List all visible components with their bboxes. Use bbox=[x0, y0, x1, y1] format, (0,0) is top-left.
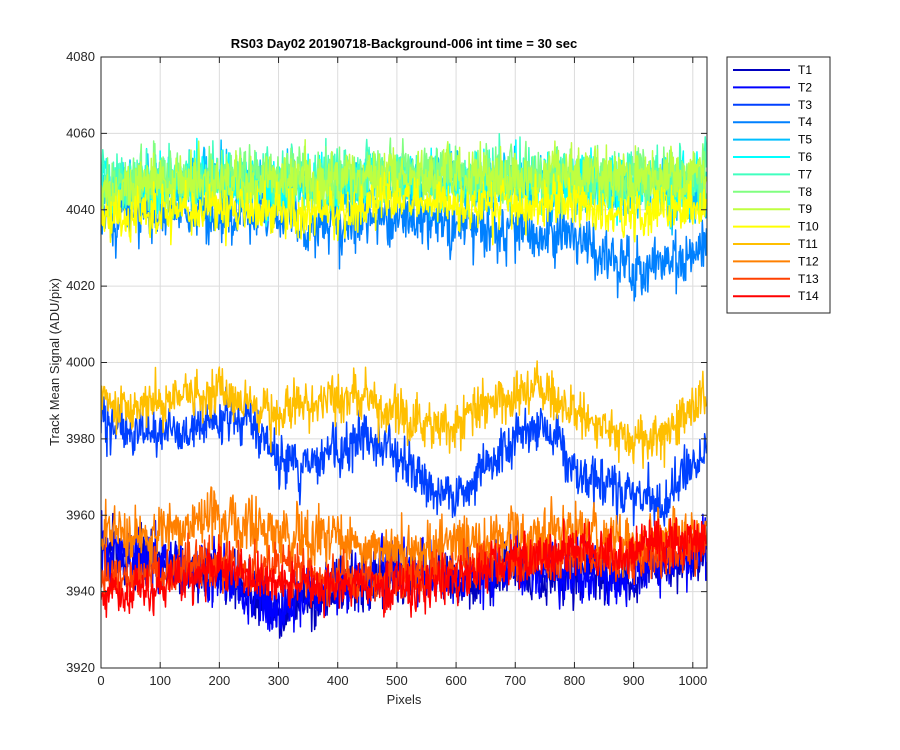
x-tick-label: 600 bbox=[445, 673, 467, 688]
legend-label-t2: T2 bbox=[798, 80, 812, 94]
legend-label-t1: T1 bbox=[798, 63, 812, 77]
series-lines bbox=[101, 132, 707, 639]
x-tick-label: 500 bbox=[386, 673, 408, 688]
chart-title: RS03 Day02 20190718-Background-006 int t… bbox=[231, 36, 578, 51]
y-tick-label: 4000 bbox=[66, 355, 95, 370]
x-tick-label: 1000 bbox=[678, 673, 707, 688]
x-tick-label: 900 bbox=[623, 673, 645, 688]
series-line-t14 bbox=[101, 517, 707, 619]
y-tick-label: 3960 bbox=[66, 507, 95, 522]
y-tick-label: 4060 bbox=[66, 125, 95, 140]
x-tick-label: 200 bbox=[209, 673, 231, 688]
x-tick-label: 300 bbox=[268, 673, 290, 688]
y-tick-label: 3920 bbox=[66, 660, 95, 675]
y-tick-label: 3980 bbox=[66, 431, 95, 446]
legend-label-t12: T12 bbox=[798, 254, 819, 268]
legend-label-t8: T8 bbox=[798, 185, 812, 199]
legend-label-t3: T3 bbox=[798, 98, 812, 112]
x-tick-label: 700 bbox=[504, 673, 526, 688]
legend: T1 T2 T3 T4 T5 T6 T7 T8 T9 T10 T11 T12 T13 T14 bbox=[726, 56, 831, 314]
legend-label-t9: T9 bbox=[798, 202, 812, 216]
x-tick-label: 100 bbox=[149, 673, 171, 688]
axis-ticks: 0 100 200 300 400 500 600 700 800 900 1000 3920 3940… bbox=[66, 49, 707, 688]
x-tick-label: 400 bbox=[327, 673, 349, 688]
y-tick-label: 4040 bbox=[66, 202, 95, 217]
series-line-t10 bbox=[101, 171, 707, 247]
legend-label-t13: T13 bbox=[798, 272, 819, 286]
x-tick-label: 0 bbox=[97, 673, 104, 688]
legend-label-t6: T6 bbox=[798, 150, 812, 164]
series-line-t3 bbox=[101, 386, 707, 527]
legend-label-t4: T4 bbox=[798, 115, 812, 129]
legend-items: T1 T2 T3 T4 T5 T6 T7 T8 T9 T10 T11 T12 T13 T14 bbox=[733, 63, 819, 303]
series-line-t9 bbox=[101, 139, 707, 223]
y-tick-label: 3940 bbox=[66, 584, 95, 599]
y-tick-label: 4020 bbox=[66, 278, 95, 293]
y-tick-label: 4080 bbox=[66, 49, 95, 64]
legend-label-t14: T14 bbox=[798, 289, 819, 303]
legend-label-t7: T7 bbox=[798, 167, 812, 181]
x-tick-label: 800 bbox=[564, 673, 586, 688]
y-axis-label: Track Mean Signal (ADU/pix) bbox=[47, 278, 62, 446]
legend-box bbox=[726, 56, 831, 314]
legend-label-t11: T11 bbox=[798, 237, 818, 251]
legend-label-t5: T5 bbox=[798, 133, 812, 147]
series-line-t11 bbox=[101, 360, 707, 470]
legend-label-t10: T10 bbox=[798, 220, 819, 234]
x-axis-label: Pixels bbox=[387, 692, 422, 707]
